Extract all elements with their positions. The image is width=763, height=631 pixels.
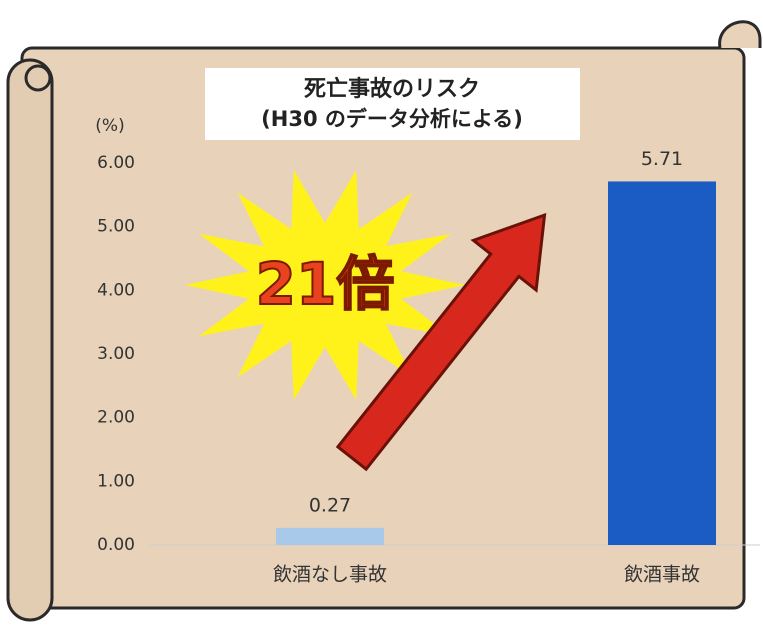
y-tick-label: 5.00 — [97, 217, 135, 237]
value-label: 5.71 — [641, 148, 683, 170]
y-tick-label: 3.00 — [97, 344, 135, 364]
chart-title: 死亡事故のリスク — [304, 76, 480, 102]
bar — [608, 181, 716, 546]
y-tick-label: 1.00 — [97, 471, 135, 491]
y-tick-label: 6.00 — [97, 153, 135, 173]
y-unit: (%) — [95, 116, 124, 136]
scroll-curl — [718, 20, 762, 49]
y-tick-label: 2.00 — [97, 408, 135, 428]
scroll-roll-end — [24, 64, 52, 92]
x-tick-label: 飲酒なし事故 — [273, 564, 387, 586]
arrow-shape — [335, 212, 547, 472]
arrow — [335, 212, 547, 472]
chart-subtitle: (H30 のデータ分析による) — [261, 107, 523, 131]
y-tick-label: 4.00 — [97, 280, 135, 300]
title-box — [205, 68, 580, 140]
annotation: 21倍 — [256, 250, 395, 318]
value-label: 0.27 — [309, 494, 351, 516]
x-tick-label: 飲酒事故 — [624, 564, 700, 586]
starburst — [185, 170, 465, 400]
scroll-roll — [6, 58, 54, 622]
y-tick-label: 0.00 — [97, 535, 135, 555]
bar — [276, 527, 384, 545]
